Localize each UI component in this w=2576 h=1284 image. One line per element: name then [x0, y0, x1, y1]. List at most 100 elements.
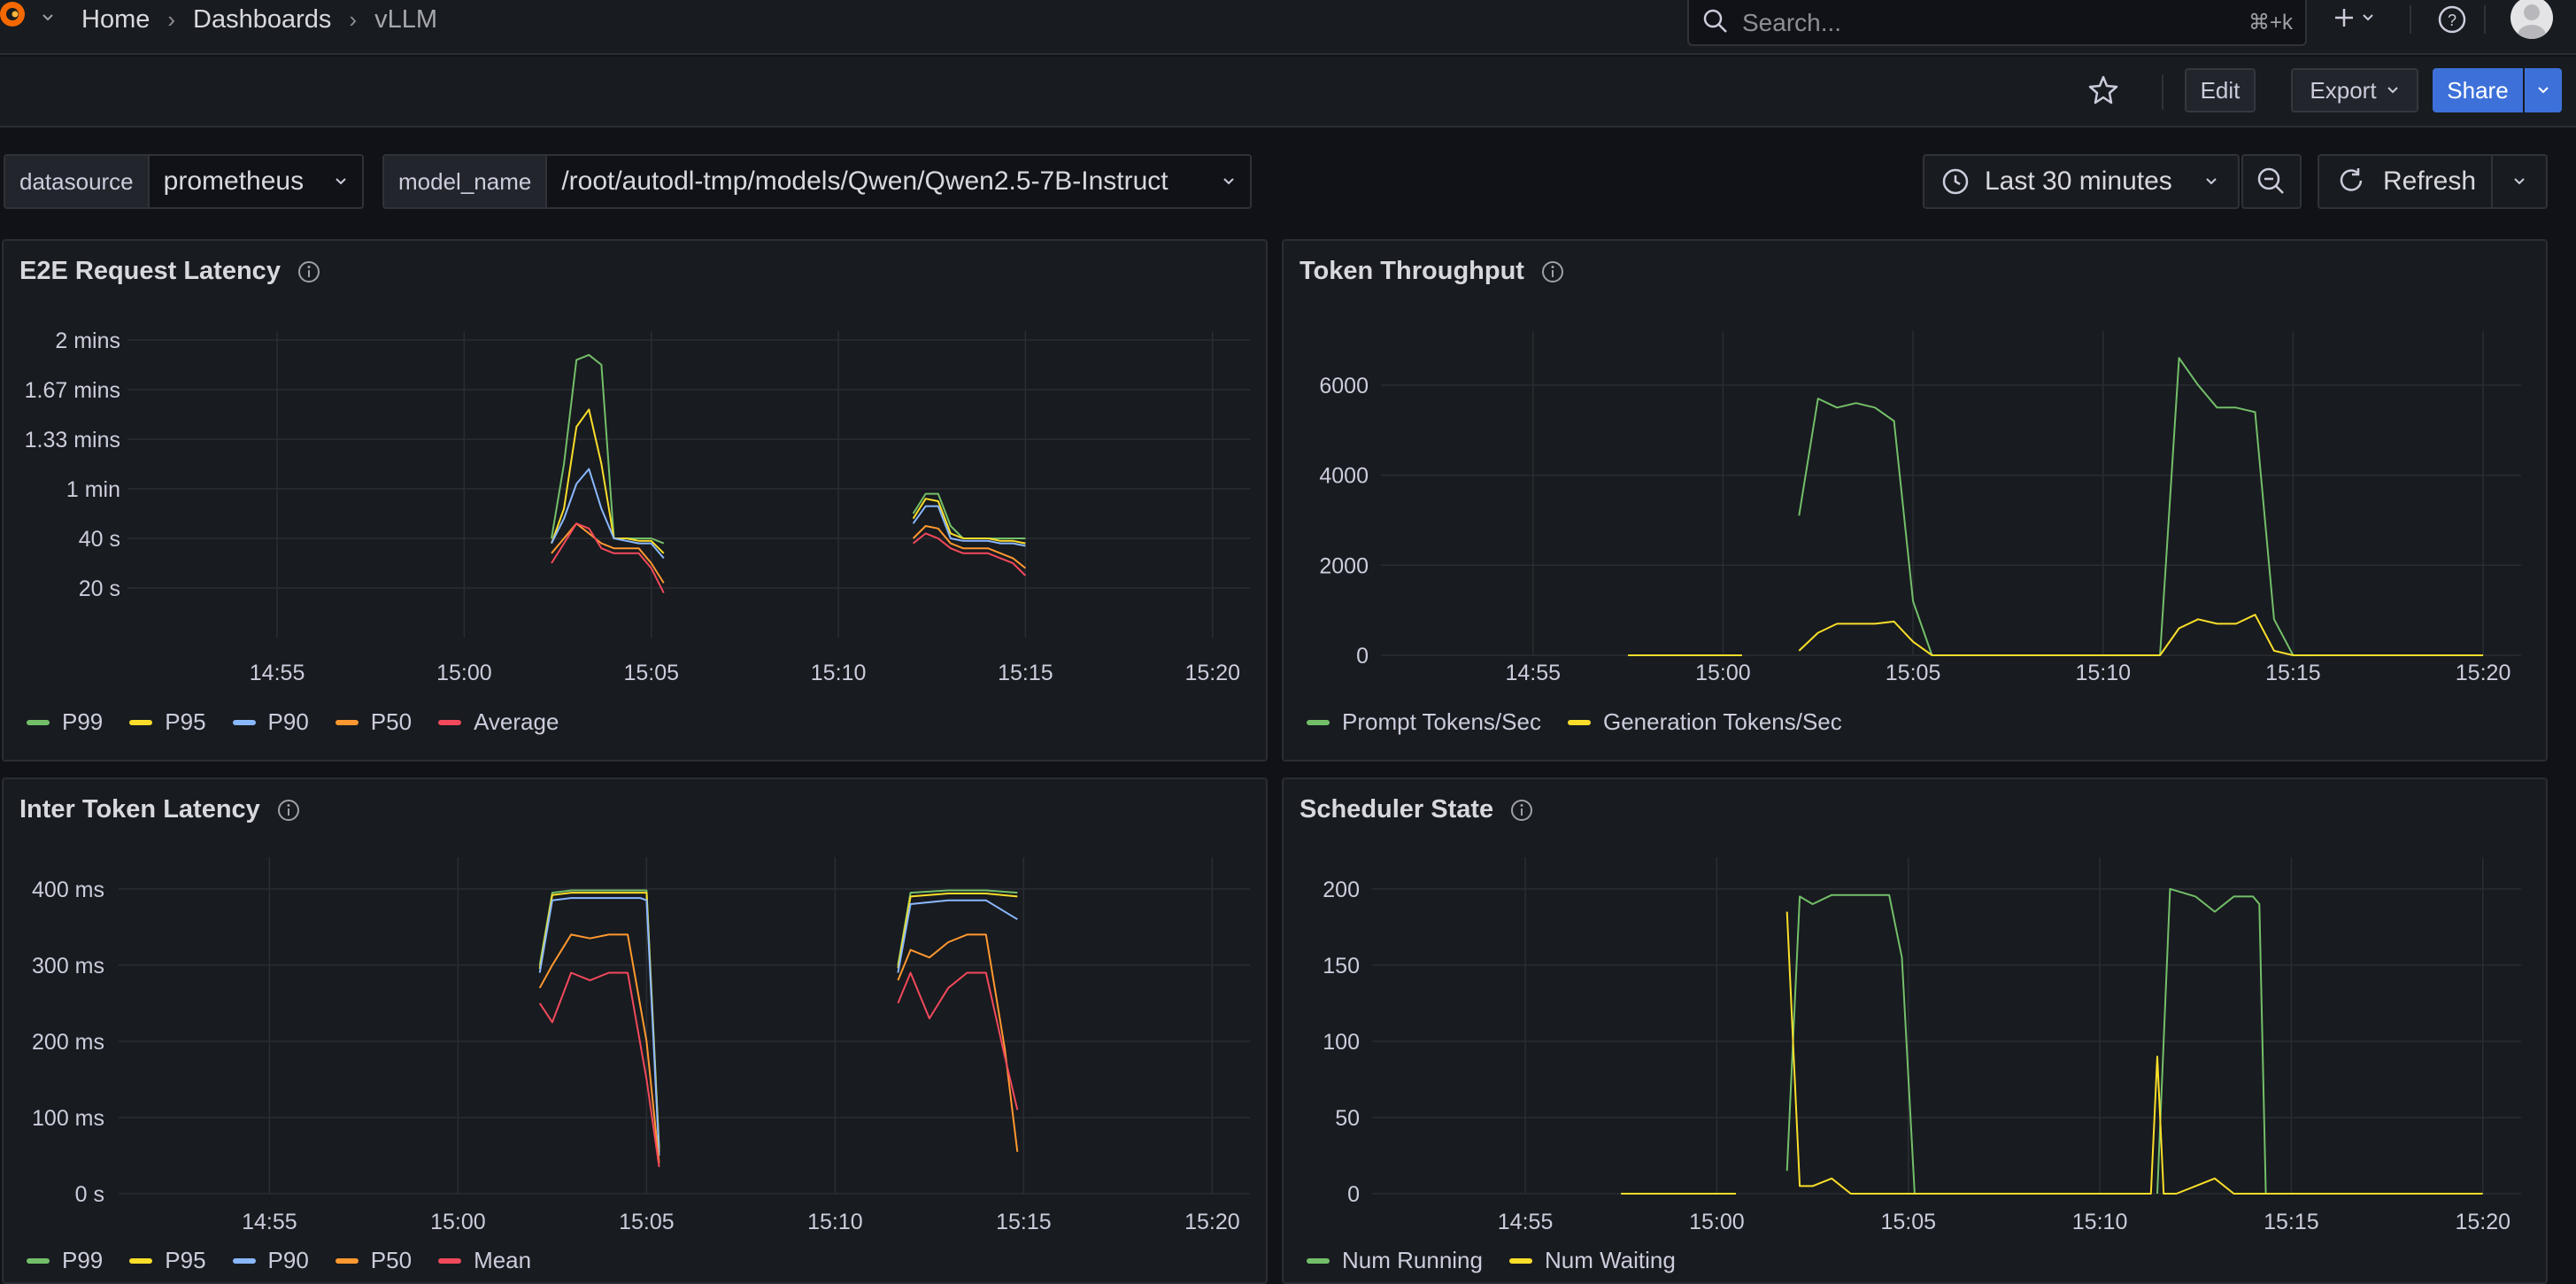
legend-item[interactable]: P50: [335, 1247, 412, 1274]
x-tick-label: 15:20: [2455, 1210, 2510, 1234]
refresh-interval-dropdown[interactable]: [2493, 154, 2548, 209]
info-icon[interactable]: [1509, 798, 1534, 823]
search-input[interactable]: Search... ⌘+k: [1687, 0, 2307, 46]
x-tick-label: 15:10: [2075, 661, 2131, 685]
legend-label: P50: [370, 1247, 413, 1273]
clock-icon: [1942, 168, 1969, 195]
chart-plot[interactable]: 0 s 100 ms 200 ms 300 ms 400 ms 14:55 15:00 15:…: [4, 779, 1268, 1284]
help-icon[interactable]: ?: [2436, 4, 2468, 35]
y-tick-label: 20 s: [79, 576, 120, 601]
series-line-p90[interactable]: [551, 468, 1026, 560]
x-tick-label: 15:20: [1184, 661, 1240, 685]
legend-item[interactable]: P50: [335, 708, 412, 736]
variable-model-name: model_name /root/autodl-tmp/models/Qwen/…: [382, 154, 1253, 209]
chart-legend: P99 P95 P90 P50 Average: [27, 708, 559, 736]
time-range-picker[interactable]: Last 30 minutes: [1923, 154, 2240, 209]
series-line-p99[interactable]: [551, 353, 1026, 545]
breadcrumb-home[interactable]: Home: [81, 4, 150, 34]
legend-item[interactable]: P90: [232, 708, 309, 736]
legend-swatch: [232, 1257, 256, 1264]
legend-swatch: [1307, 1257, 1330, 1264]
panel-e2e-request-latency[interactable]: E2E Request Latency 20 s 40 s 1 min 1.33 mi…: [2, 239, 1268, 762]
star-icon[interactable]: [2086, 73, 2121, 108]
add-new-button[interactable]: [2326, 0, 2385, 39]
legend-item[interactable]: P95: [129, 1247, 206, 1274]
x-tick-label: 15:05: [1880, 1210, 1936, 1234]
legend-swatch: [27, 1257, 50, 1264]
legend-item[interactable]: P99: [27, 1247, 103, 1274]
y-tick-label: 100: [1323, 1030, 1360, 1055]
refresh-button[interactable]: Refresh: [2318, 154, 2493, 209]
share-dropdown-button[interactable]: [2525, 68, 2562, 112]
legend-item[interactable]: Mean: [438, 1247, 531, 1274]
panel-title-text: Inter Token Latency: [19, 795, 260, 824]
refresh-icon: [2340, 168, 2363, 191]
legend-item[interactable]: Prompt Tokens/Sec: [1307, 708, 1541, 736]
y-tick-label: 6000: [1319, 374, 1369, 398]
chart-legend: P99 P95 P90 P50 Mean: [27, 1247, 531, 1274]
y-tick-label: 200 ms: [32, 1030, 104, 1055]
panel-inter-token-latency[interactable]: Inter Token Latency 0 s 100 ms 200 ms 300 m…: [2, 777, 1268, 1284]
zoom-out-button[interactable]: [2241, 154, 2302, 209]
series-line-generation-tokens-sec[interactable]: [1628, 614, 2484, 656]
series-line-p95[interactable]: [551, 408, 1026, 554]
chevron-right-icon: ›: [167, 5, 176, 33]
y-tick-label: 1.67 mins: [25, 378, 120, 403]
panel-title: Scheduler State: [1300, 795, 1534, 824]
grafana-logo-icon[interactable]: [0, 0, 39, 39]
info-icon[interactable]: [276, 798, 301, 823]
zoom-out-icon: [2257, 167, 2284, 194]
chart-plot[interactable]: 0 2000 4000 6000 14:55 15:00 15:05 15:10 15:15 15…: [1284, 241, 2548, 762]
x-tick-label: 15:10: [811, 661, 867, 685]
series-line-p99[interactable]: [538, 889, 1018, 1149]
chevron-down-icon: [2538, 87, 2549, 94]
legend-item[interactable]: P90: [232, 1247, 309, 1274]
series-line-num-waiting[interactable]: [1621, 911, 2483, 1195]
x-tick-label: 14:55: [242, 1210, 297, 1234]
panel-token-throughput[interactable]: Token Throughput 0 2000 4000 6000 14:55 15:00…: [1282, 239, 2548, 762]
edit-button[interactable]: Edit: [2185, 68, 2256, 112]
legend-item[interactable]: Average: [438, 708, 559, 736]
breadcrumb-dashboards[interactable]: Dashboards: [193, 4, 332, 34]
series-line-prompt-tokens-sec[interactable]: [1798, 357, 2294, 656]
info-icon[interactable]: [1540, 259, 1565, 284]
legend-label: P90: [267, 1247, 309, 1273]
x-tick-label: 15:15: [2264, 1210, 2319, 1234]
variable-value: prometheus: [163, 166, 305, 196]
export-button[interactable]: Export: [2291, 68, 2418, 112]
info-icon[interactable]: [297, 259, 321, 284]
series-line-mean[interactable]: [538, 971, 1019, 1168]
x-tick-label: 15:10: [2072, 1210, 2128, 1234]
x-tick-label: 14:55: [1498, 1210, 1554, 1234]
series-line-p50[interactable]: [538, 933, 1019, 1164]
series-line-num-running[interactable]: [1785, 887, 2267, 1195]
series-line-p95[interactable]: [538, 892, 1018, 1152]
panel-scheduler-state[interactable]: Scheduler State 0 50 100 150 200 14:55 15:00 15…: [1282, 777, 2548, 1284]
legend-item[interactable]: P95: [129, 708, 206, 736]
chevron-down-icon[interactable]: [41, 7, 55, 27]
chart-plot[interactable]: 0 50 100 150 200 14:55 15:00 15:05 15:10 15:15 15:…: [1284, 779, 2548, 1284]
refresh-label: Refresh: [2383, 166, 2477, 196]
avatar[interactable]: [2510, 0, 2553, 39]
legend-item[interactable]: Num Waiting: [1508, 1247, 1676, 1274]
x-tick-label: 14:55: [1505, 661, 1561, 685]
y-tick-label: 1.33 mins: [25, 428, 120, 452]
x-tick-label: 15:05: [619, 1210, 675, 1234]
time-range-label: Last 30 minutes: [1985, 166, 2172, 196]
chevron-right-icon: ›: [349, 5, 358, 33]
legend-item[interactable]: P99: [27, 708, 103, 736]
chart-plot[interactable]: 20 s 40 s 1 min 1.33 mins 1.67 mins 2 mins 14:…: [4, 241, 1268, 762]
legend-label: Num Waiting: [1544, 1247, 1676, 1273]
datasource-select[interactable]: prometheus: [149, 156, 362, 207]
series-line-p50[interactable]: [551, 522, 1027, 584]
legend-item[interactable]: Generation Tokens/Sec: [1567, 708, 1842, 736]
search-placeholder: Search...: [1742, 9, 1842, 36]
legend-label: Prompt Tokens/Sec: [1342, 708, 1541, 735]
series-line-p90[interactable]: [538, 897, 1018, 1156]
panel-title-text: E2E Request Latency: [19, 257, 281, 285]
share-button[interactable]: Share: [2433, 68, 2523, 112]
legend-item[interactable]: Num Running: [1307, 1247, 1483, 1274]
y-tick-label: 0 s: [75, 1182, 104, 1207]
model-name-select[interactable]: /root/autodl-tmp/models/Qwen/Qwen2.5-7B-…: [547, 156, 1251, 207]
series-line-average[interactable]: [551, 522, 1027, 594]
